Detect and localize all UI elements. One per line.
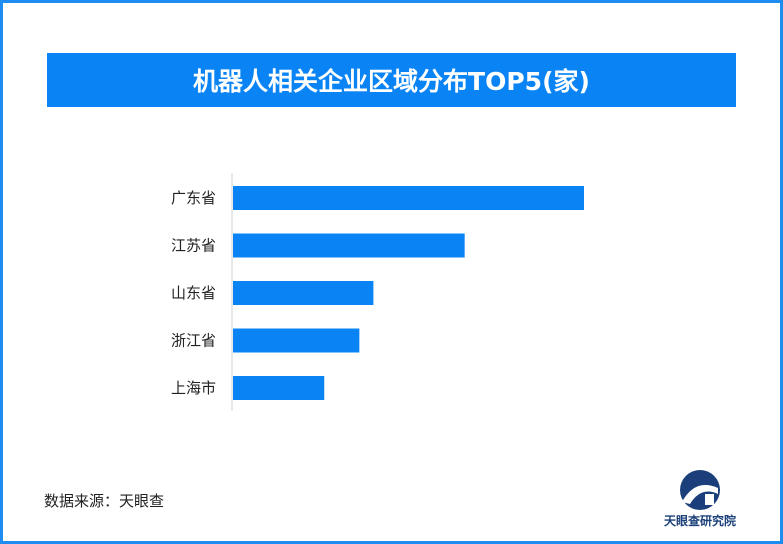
data-source-note: 数据来源：天眼查 (44, 492, 165, 510)
bar-4 (233, 376, 325, 400)
bar-1 (233, 233, 465, 258)
category-label: 山东省 (171, 284, 216, 302)
tianyancha-logo-icon (680, 470, 720, 510)
category-label: 上海市 (171, 379, 216, 397)
logo-label: 天眼查研究院 (663, 514, 736, 528)
tianyancha-logo: 天眼查研究院 (655, 466, 745, 536)
category-label: 江苏省 (171, 237, 216, 255)
category-label: 浙江省 (171, 332, 216, 350)
bar-2 (233, 281, 374, 305)
bar-3 (233, 328, 360, 353)
chart-title: 机器人相关企业区域分布TOP5(家) (47, 53, 736, 107)
category-label: 广东省 (171, 189, 216, 207)
bar-0 (233, 186, 584, 210)
